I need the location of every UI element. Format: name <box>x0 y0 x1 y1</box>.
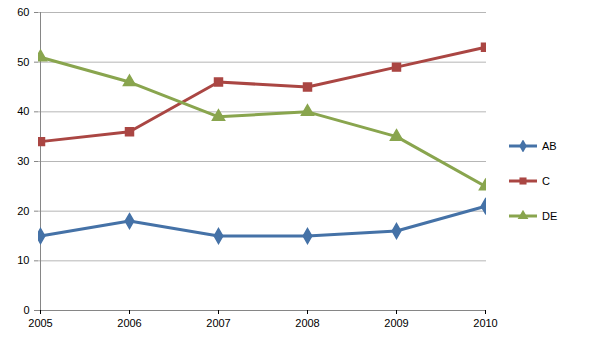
svg-text:10: 10 <box>17 254 29 266</box>
svg-text:30: 30 <box>17 155 29 167</box>
svg-text:2007: 2007 <box>206 317 230 329</box>
svg-text:2009: 2009 <box>384 317 408 329</box>
svg-text:40: 40 <box>17 105 29 117</box>
svg-text:50: 50 <box>17 56 29 68</box>
svg-text:2005: 2005 <box>28 317 52 329</box>
svg-text:0: 0 <box>23 304 29 316</box>
html-text:DE: DE <box>542 209 558 222</box>
svg-text:20: 20 <box>17 205 29 217</box>
svg-text:2008: 2008 <box>295 317 319 329</box>
svg-text:2010: 2010 <box>473 317 497 329</box>
svg-text:2006: 2006 <box>117 317 141 329</box>
svg-text:60: 60 <box>17 6 29 18</box>
html-text:C: C <box>542 174 550 187</box>
html-text:AB: AB <box>542 139 557 152</box>
